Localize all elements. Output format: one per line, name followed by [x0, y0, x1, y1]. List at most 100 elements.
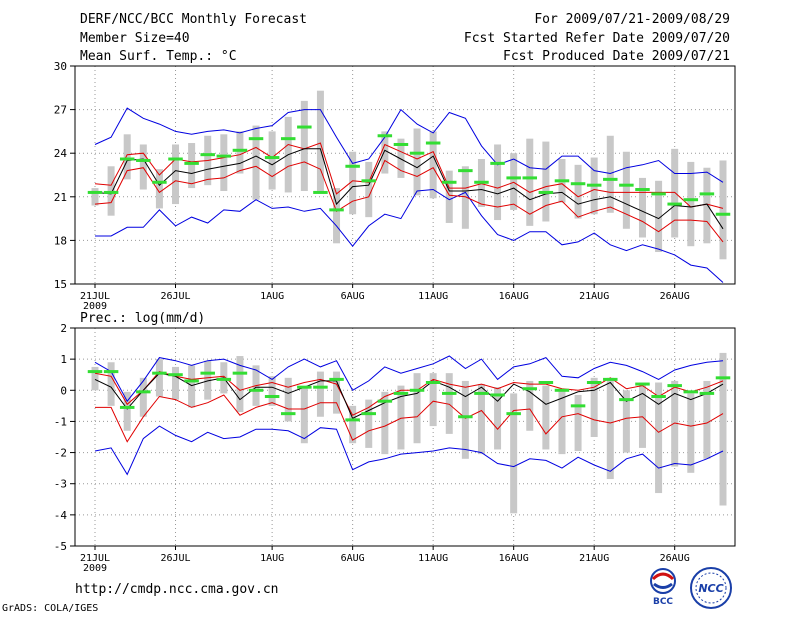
- climo-mark: [264, 395, 280, 399]
- series-max-line: [94, 425, 724, 476]
- spread-box: [123, 134, 131, 180]
- spread-box: [622, 390, 630, 453]
- climo-mark: [425, 381, 441, 384]
- spread-box: [365, 399, 373, 448]
- climo-mark: [442, 391, 457, 395]
- climo-mark: [442, 180, 457, 184]
- climo-mark: [103, 370, 119, 374]
- y-tick-label: 18: [54, 234, 67, 247]
- spread-box: [300, 100, 308, 191]
- y-tick-label: 0: [60, 384, 67, 397]
- climo-mark: [329, 377, 344, 381]
- spread-box: [284, 377, 292, 422]
- y-tick-label: 24: [54, 147, 68, 160]
- spread-box: [172, 144, 180, 205]
- climo-mark: [152, 180, 167, 184]
- x-tick-label: 16AUG: [499, 553, 529, 564]
- climo-mark: [361, 179, 376, 183]
- climo-mark: [248, 137, 264, 141]
- spread-box: [381, 131, 389, 174]
- x-tick-label: 11AUG: [418, 291, 448, 302]
- climo-mark: [87, 190, 103, 194]
- climo-mark: [393, 391, 409, 395]
- spread-box: [236, 131, 244, 174]
- source-url[interactable]: http://cmdp.ncc.cma.gov.cn: [75, 582, 279, 597]
- x-tick-label: 26JUL: [160, 553, 190, 564]
- climo-mark: [297, 125, 312, 129]
- series-min-line: [94, 107, 724, 183]
- climo-mark: [184, 161, 199, 165]
- climo-mark: [232, 148, 248, 152]
- series-lower-line: [95, 394, 724, 443]
- spread-box: [606, 135, 614, 213]
- spread-box: [703, 167, 711, 244]
- climo-mark: [168, 373, 183, 377]
- spread-box: [477, 384, 485, 455]
- spread-box: [172, 366, 180, 400]
- start-ref-date: Fcst Started Refer Date 2009/07/20: [463, 31, 730, 46]
- climo-mark: [119, 405, 135, 409]
- climo-mark: [619, 183, 634, 187]
- climo-mark: [297, 385, 312, 389]
- y-tick-label: 27: [54, 104, 67, 117]
- climo-mark: [474, 180, 489, 184]
- spread-box: [494, 144, 502, 221]
- grads-credit: GrADS: COLA/IGES: [2, 603, 99, 614]
- spread-box: [526, 380, 534, 431]
- ncc-logo-text: NCC: [698, 582, 723, 595]
- x-tick-label: 26AUG: [660, 553, 690, 564]
- spread-box: [542, 385, 550, 450]
- y-tick-label: -4: [54, 509, 68, 522]
- panel-precipitation: -5 -4 -3 -2 -1 0 1 2 21JUL 26JUL 1AUG 6AUG 11AUG 16AU…: [54, 311, 736, 574]
- climo-mark: [683, 390, 699, 394]
- climo-mark: [474, 391, 489, 395]
- climo-mark: [216, 377, 232, 381]
- y-tick-label: 30: [54, 60, 67, 73]
- spread-box: [671, 380, 679, 467]
- spread-box: [107, 362, 115, 406]
- spread-box: [510, 393, 518, 514]
- spread-box: [155, 359, 163, 397]
- x-tick-label: 1AUG: [260, 553, 284, 564]
- climo-mark: [409, 151, 425, 155]
- climo-mark: [87, 370, 103, 374]
- x-tick-label: 11AUG: [418, 553, 448, 564]
- climo-mark: [490, 161, 505, 165]
- spread-box: [236, 356, 244, 413]
- y-tick-label: -3: [54, 478, 67, 491]
- climo-mark: [313, 190, 328, 194]
- y-tick-label: -5: [54, 540, 67, 553]
- member-size: Member Size=40: [80, 31, 190, 46]
- climo-mark: [409, 388, 425, 392]
- spread-box: [655, 382, 663, 494]
- chart-title: DERF/NCC/BCC Monthly Forecast: [80, 12, 307, 27]
- spread-box: [333, 188, 341, 244]
- climo-mark: [361, 412, 376, 416]
- spread-box: [638, 382, 646, 448]
- spread-box: [542, 141, 550, 222]
- spread-box: [123, 391, 131, 431]
- climo-mark: [667, 384, 682, 388]
- spread-box: [268, 376, 276, 406]
- series-lower-line: [94, 159, 724, 243]
- climo-mark: [586, 183, 602, 187]
- spread-box: [687, 393, 695, 473]
- spread-box: [139, 377, 147, 417]
- climo-mark: [538, 381, 554, 384]
- ncc-logo: NCC: [690, 567, 732, 609]
- forecast-period: For 2009/07/21-2009/08/29: [534, 12, 730, 27]
- climo-mark: [715, 212, 731, 216]
- spread-box: [461, 380, 469, 459]
- x-tick-label: 21JUL: [80, 291, 110, 302]
- x-tick-label: 26JUL: [160, 291, 190, 302]
- climo-mark: [651, 395, 666, 399]
- spread-box: [574, 394, 582, 452]
- y-tick-label: -2: [54, 447, 67, 460]
- climo-mark: [635, 188, 650, 192]
- series-mean-line: [94, 372, 724, 419]
- spread-box: [188, 365, 196, 408]
- y-tick-label: 1: [60, 353, 67, 366]
- series-upper-line: [94, 371, 724, 416]
- climo-mark: [715, 376, 731, 380]
- x-tick-label: 6AUG: [341, 553, 365, 564]
